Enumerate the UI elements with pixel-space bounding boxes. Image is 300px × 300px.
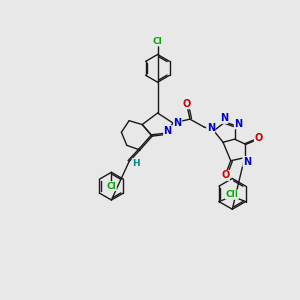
Text: H: H: [132, 158, 140, 167]
Text: O: O: [221, 170, 230, 180]
Text: N: N: [243, 157, 251, 166]
Text: O: O: [183, 99, 191, 109]
Text: N: N: [164, 126, 172, 136]
Text: Cl: Cl: [229, 190, 238, 199]
Text: Cl: Cl: [106, 182, 116, 191]
Text: N: N: [207, 123, 215, 133]
Text: O: O: [254, 133, 262, 142]
Text: N: N: [220, 113, 228, 123]
Text: N: N: [234, 119, 242, 129]
Text: Cl: Cl: [153, 37, 163, 46]
Text: N: N: [174, 118, 182, 128]
Text: Cl: Cl: [225, 190, 235, 199]
